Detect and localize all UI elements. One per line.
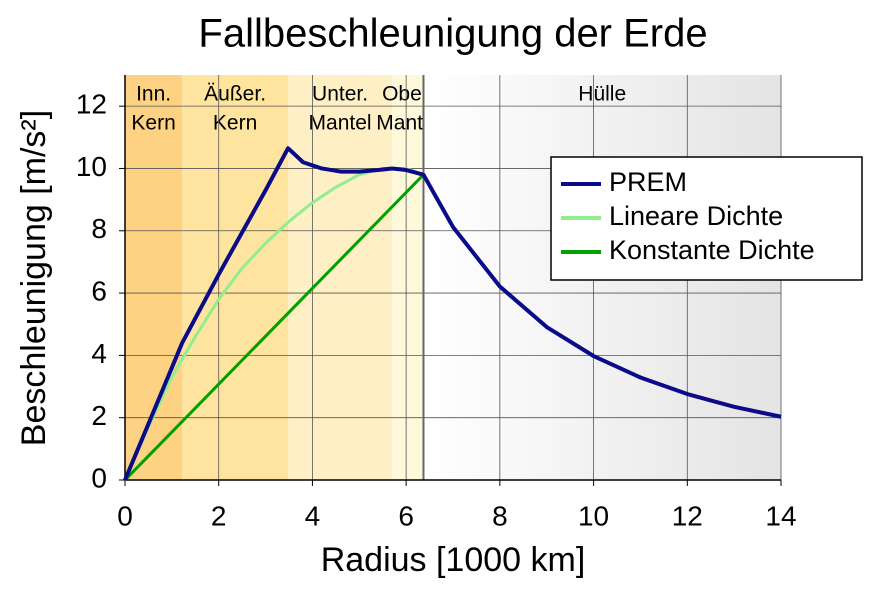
x-tick-label: 10 — [578, 500, 609, 531]
layer-label: Inn. — [136, 83, 171, 106]
y-axis-label: Beschleunigung [m/s²] — [15, 110, 53, 446]
chart-title: Fallbeschleunigung der Erde — [198, 12, 707, 56]
y-tick-label: 8 — [91, 213, 107, 244]
layer-band — [288, 75, 393, 480]
layer-label: Unter. — [312, 83, 368, 106]
layer-label: Kern — [131, 112, 175, 135]
series-line — [123, 173, 425, 482]
x-tick-label: 12 — [672, 500, 703, 531]
y-tick-label: 10 — [76, 151, 107, 182]
legend-label: PREM — [609, 167, 687, 197]
series-line — [123, 146, 782, 481]
layer-label: Ober. — [382, 83, 433, 106]
layer-band — [392, 75, 424, 480]
x-tick-label: 6 — [398, 500, 414, 531]
x-tick-label: 4 — [305, 500, 321, 531]
legend-label: Lineare Dichte — [609, 201, 783, 231]
y-tick-label: 6 — [91, 275, 107, 306]
y-tick-label: 12 — [76, 89, 107, 120]
x-tick-label: 8 — [492, 500, 508, 531]
y-tick-label: 0 — [91, 462, 107, 493]
x-tick-label: 14 — [765, 500, 796, 531]
x-tick-label: 2 — [211, 500, 227, 531]
x-axis-label: Radius [1000 km] — [321, 541, 586, 579]
legend-label: Konstante Dichte — [609, 235, 815, 265]
layer-label: Mantel — [309, 112, 372, 135]
y-tick-label: 4 — [91, 338, 107, 369]
x-tick-label: 0 — [117, 500, 133, 531]
layer-label: Äußer. — [204, 83, 266, 106]
y-tick-label: 2 — [91, 400, 107, 431]
layer-label: Kern — [213, 112, 257, 135]
legend-box — [550, 156, 863, 281]
layer-label: Hülle — [578, 83, 626, 106]
